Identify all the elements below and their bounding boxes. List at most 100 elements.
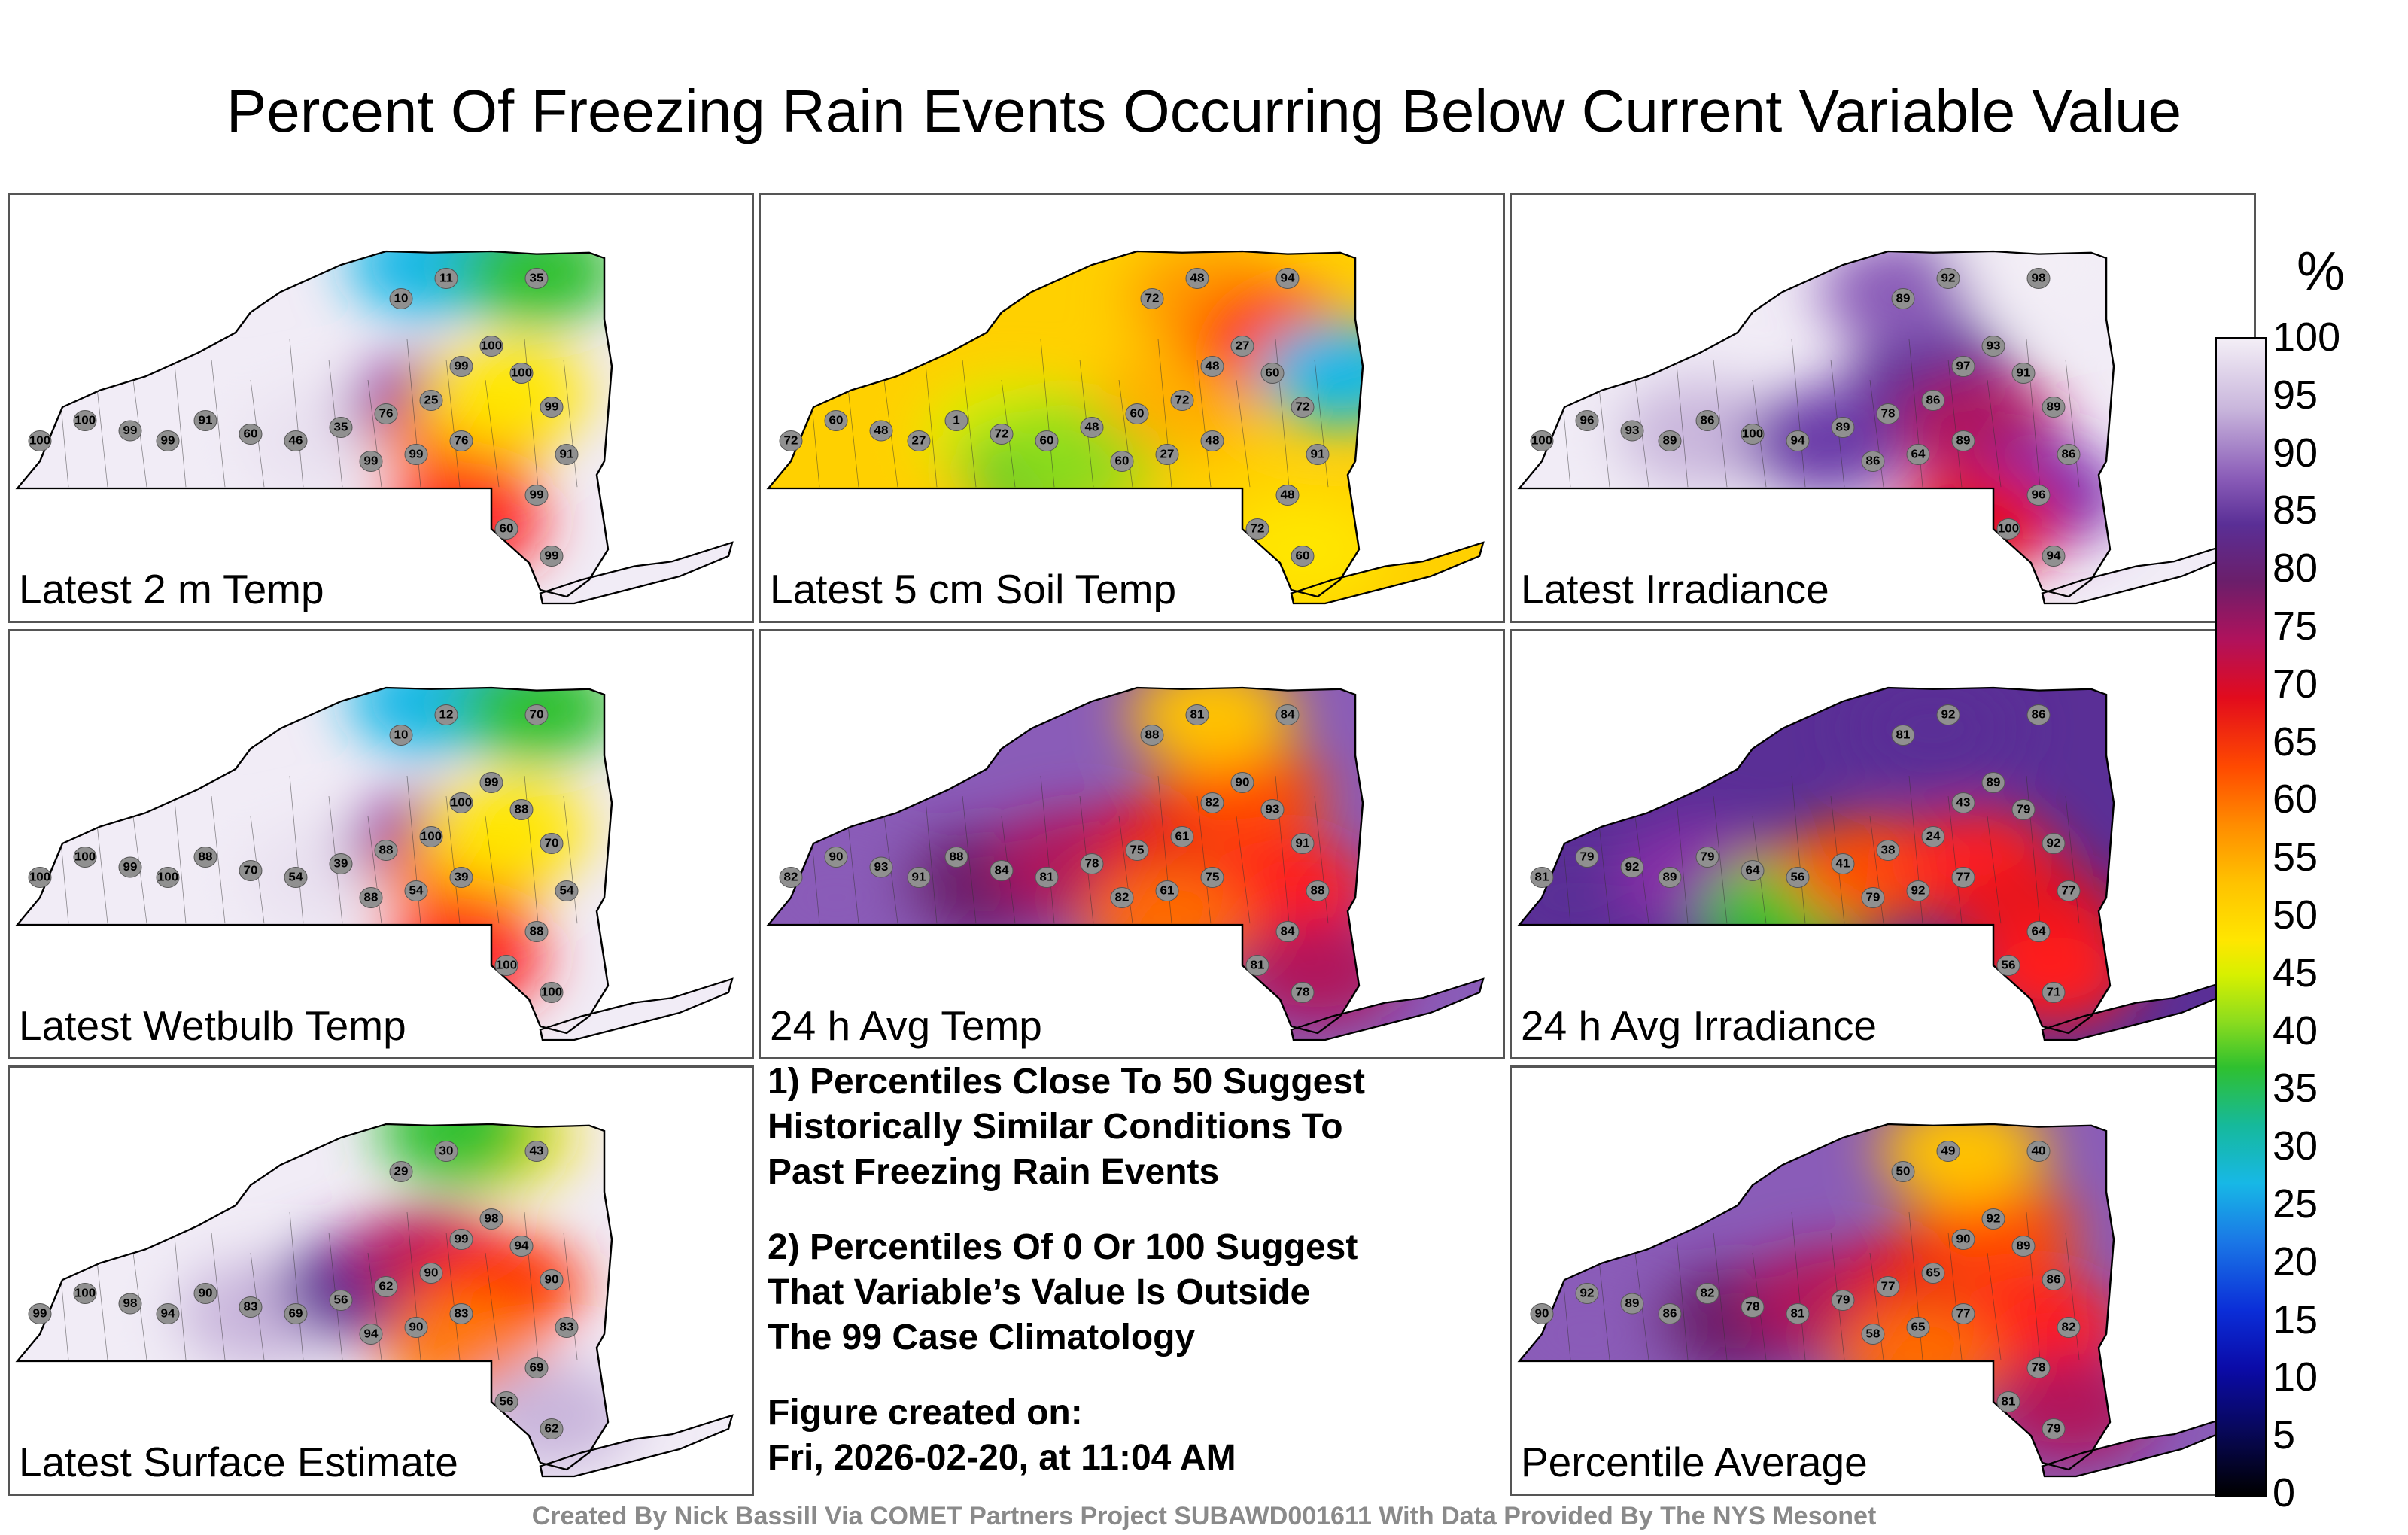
station-marker: 89 <box>1831 417 1855 438</box>
station-marker: 77 <box>2057 880 2081 901</box>
station-value: 27 <box>912 434 926 447</box>
station-marker: 48 <box>1275 485 1300 506</box>
station-value: 100 <box>1742 427 1763 440</box>
station-marker: 100 <box>73 410 97 431</box>
station-value: 91 <box>199 414 213 427</box>
station-value: 84 <box>995 864 1009 877</box>
value-field <box>1896 468 2061 576</box>
station-value: 72 <box>1175 394 1190 406</box>
station-marker: 86 <box>2042 1269 2066 1290</box>
station-value: 89 <box>1896 292 1911 305</box>
colorbar-tick: 10 <box>2273 1354 2318 1400</box>
station-value: 84 <box>1281 925 1295 938</box>
county-line <box>485 816 500 924</box>
station-value: 72 <box>1145 292 1160 305</box>
colorbar-tick: 15 <box>2273 1296 2318 1342</box>
value-field <box>1850 688 2016 783</box>
station-value: 88 <box>199 850 213 863</box>
station-marker: 56 <box>329 1290 353 1311</box>
station-marker: 93 <box>1981 336 2005 357</box>
ny-map: 72 60 48 27 1 72 60 48 60 72 48 27 60 72 91 48 72 60 48 27 6… <box>766 250 1485 605</box>
station-value: 98 <box>123 1297 138 1310</box>
state-outline <box>15 1123 613 1471</box>
station-marker: 76 <box>374 403 398 424</box>
station-marker: 48 <box>869 420 893 442</box>
station-marker: 89 <box>2042 397 2066 418</box>
station-value: 99 <box>409 448 424 460</box>
county-line <box>962 795 977 924</box>
station-marker: 93 <box>1260 799 1285 820</box>
station-value: 43 <box>1956 796 1971 809</box>
station-value: 93 <box>1987 339 2001 352</box>
county-line <box>1987 1252 2002 1360</box>
station-value: 78 <box>1881 407 1896 420</box>
value-field <box>1160 742 1325 850</box>
station-marker: 81 <box>1185 704 1209 725</box>
station-value: 77 <box>1956 871 1971 883</box>
station-value: 82 <box>2062 1321 2076 1333</box>
station-value: 96 <box>2032 488 2046 501</box>
station-marker: 79 <box>2042 1418 2066 1439</box>
county-line <box>1314 359 1329 488</box>
colorbar-tick: 90 <box>2273 430 2318 476</box>
station-value: 62 <box>545 1422 559 1435</box>
station-marker: 1 <box>944 410 968 431</box>
station-marker: 91 <box>1306 444 1330 465</box>
station-value: 91 <box>560 448 574 460</box>
station-marker: 60 <box>1291 546 1315 567</box>
station-value: 91 <box>1311 448 1325 460</box>
colorbar-unit: % <box>2297 242 2346 302</box>
county-line <box>367 816 382 924</box>
station-marker: 75 <box>1200 867 1224 888</box>
station-marker: 92 <box>1906 880 1930 901</box>
station-marker: 70 <box>524 704 549 725</box>
station-value: 50 <box>1896 1165 1911 1178</box>
county-line <box>211 359 226 488</box>
station-value: 79 <box>1701 850 1715 863</box>
station-value: 40 <box>2032 1144 2046 1157</box>
station-marker: 89 <box>1658 867 1682 888</box>
station-marker: 94 <box>359 1324 383 1345</box>
station-value: 72 <box>995 427 1009 440</box>
station-value: 60 <box>1130 407 1145 420</box>
station-marker: 86 <box>1658 1303 1682 1324</box>
station-marker: 79 <box>1861 887 1885 908</box>
station-value: 88 <box>515 803 529 816</box>
county-line <box>1987 816 2002 924</box>
county-line <box>289 775 304 924</box>
map-panel: 90 92 89 86 82 78 81 79 77 65 90 92 89 86 82 78 81 79 77 65… <box>1510 1065 2256 1496</box>
station-value: 91 <box>912 871 926 883</box>
station-value: 86 <box>2062 448 2076 460</box>
county-line <box>289 1211 304 1360</box>
station-marker: 100 <box>449 792 473 813</box>
station-value: 90 <box>1535 1307 1549 1320</box>
station-marker: 86 <box>2057 444 2081 465</box>
value-field <box>469 1361 634 1470</box>
station-value: 92 <box>1625 861 1640 874</box>
county-line <box>172 339 187 488</box>
station-value: 56 <box>334 1293 348 1306</box>
station-marker: 65 <box>1906 1317 1930 1338</box>
note-line: 2) Percentiles Of 0 Or 100 Suggest <box>768 1227 1358 1267</box>
station-value: 88 <box>364 891 379 904</box>
station-value: 92 <box>1941 272 1956 284</box>
value-field <box>1130 688 1295 770</box>
station-marker: 38 <box>1876 840 1900 861</box>
panel-label: Latest Irradiance <box>1521 566 1829 612</box>
station-value: 86 <box>1663 1307 1677 1320</box>
station-value: 86 <box>1701 414 1715 427</box>
station-marker: 41 <box>1831 853 1855 874</box>
state-outline <box>766 686 1364 1035</box>
station-value: 25 <box>424 394 439 406</box>
station-value: 89 <box>1663 434 1677 447</box>
station-marker: 84 <box>1275 704 1300 725</box>
colorbar-tick: 60 <box>2273 777 2318 822</box>
ny-map: 100 96 93 89 86 100 94 89 78 86 97 93 91 89 86 96 100 94 8… <box>1517 250 2236 605</box>
station-marker: 94 <box>1786 430 1810 451</box>
station-marker: 90 <box>540 1269 564 1290</box>
station-value: 94 <box>1281 272 1295 284</box>
station-value: 100 <box>29 871 50 883</box>
station-value: 94 <box>161 1307 175 1320</box>
county-line <box>445 359 461 488</box>
county-line <box>1236 379 1251 488</box>
